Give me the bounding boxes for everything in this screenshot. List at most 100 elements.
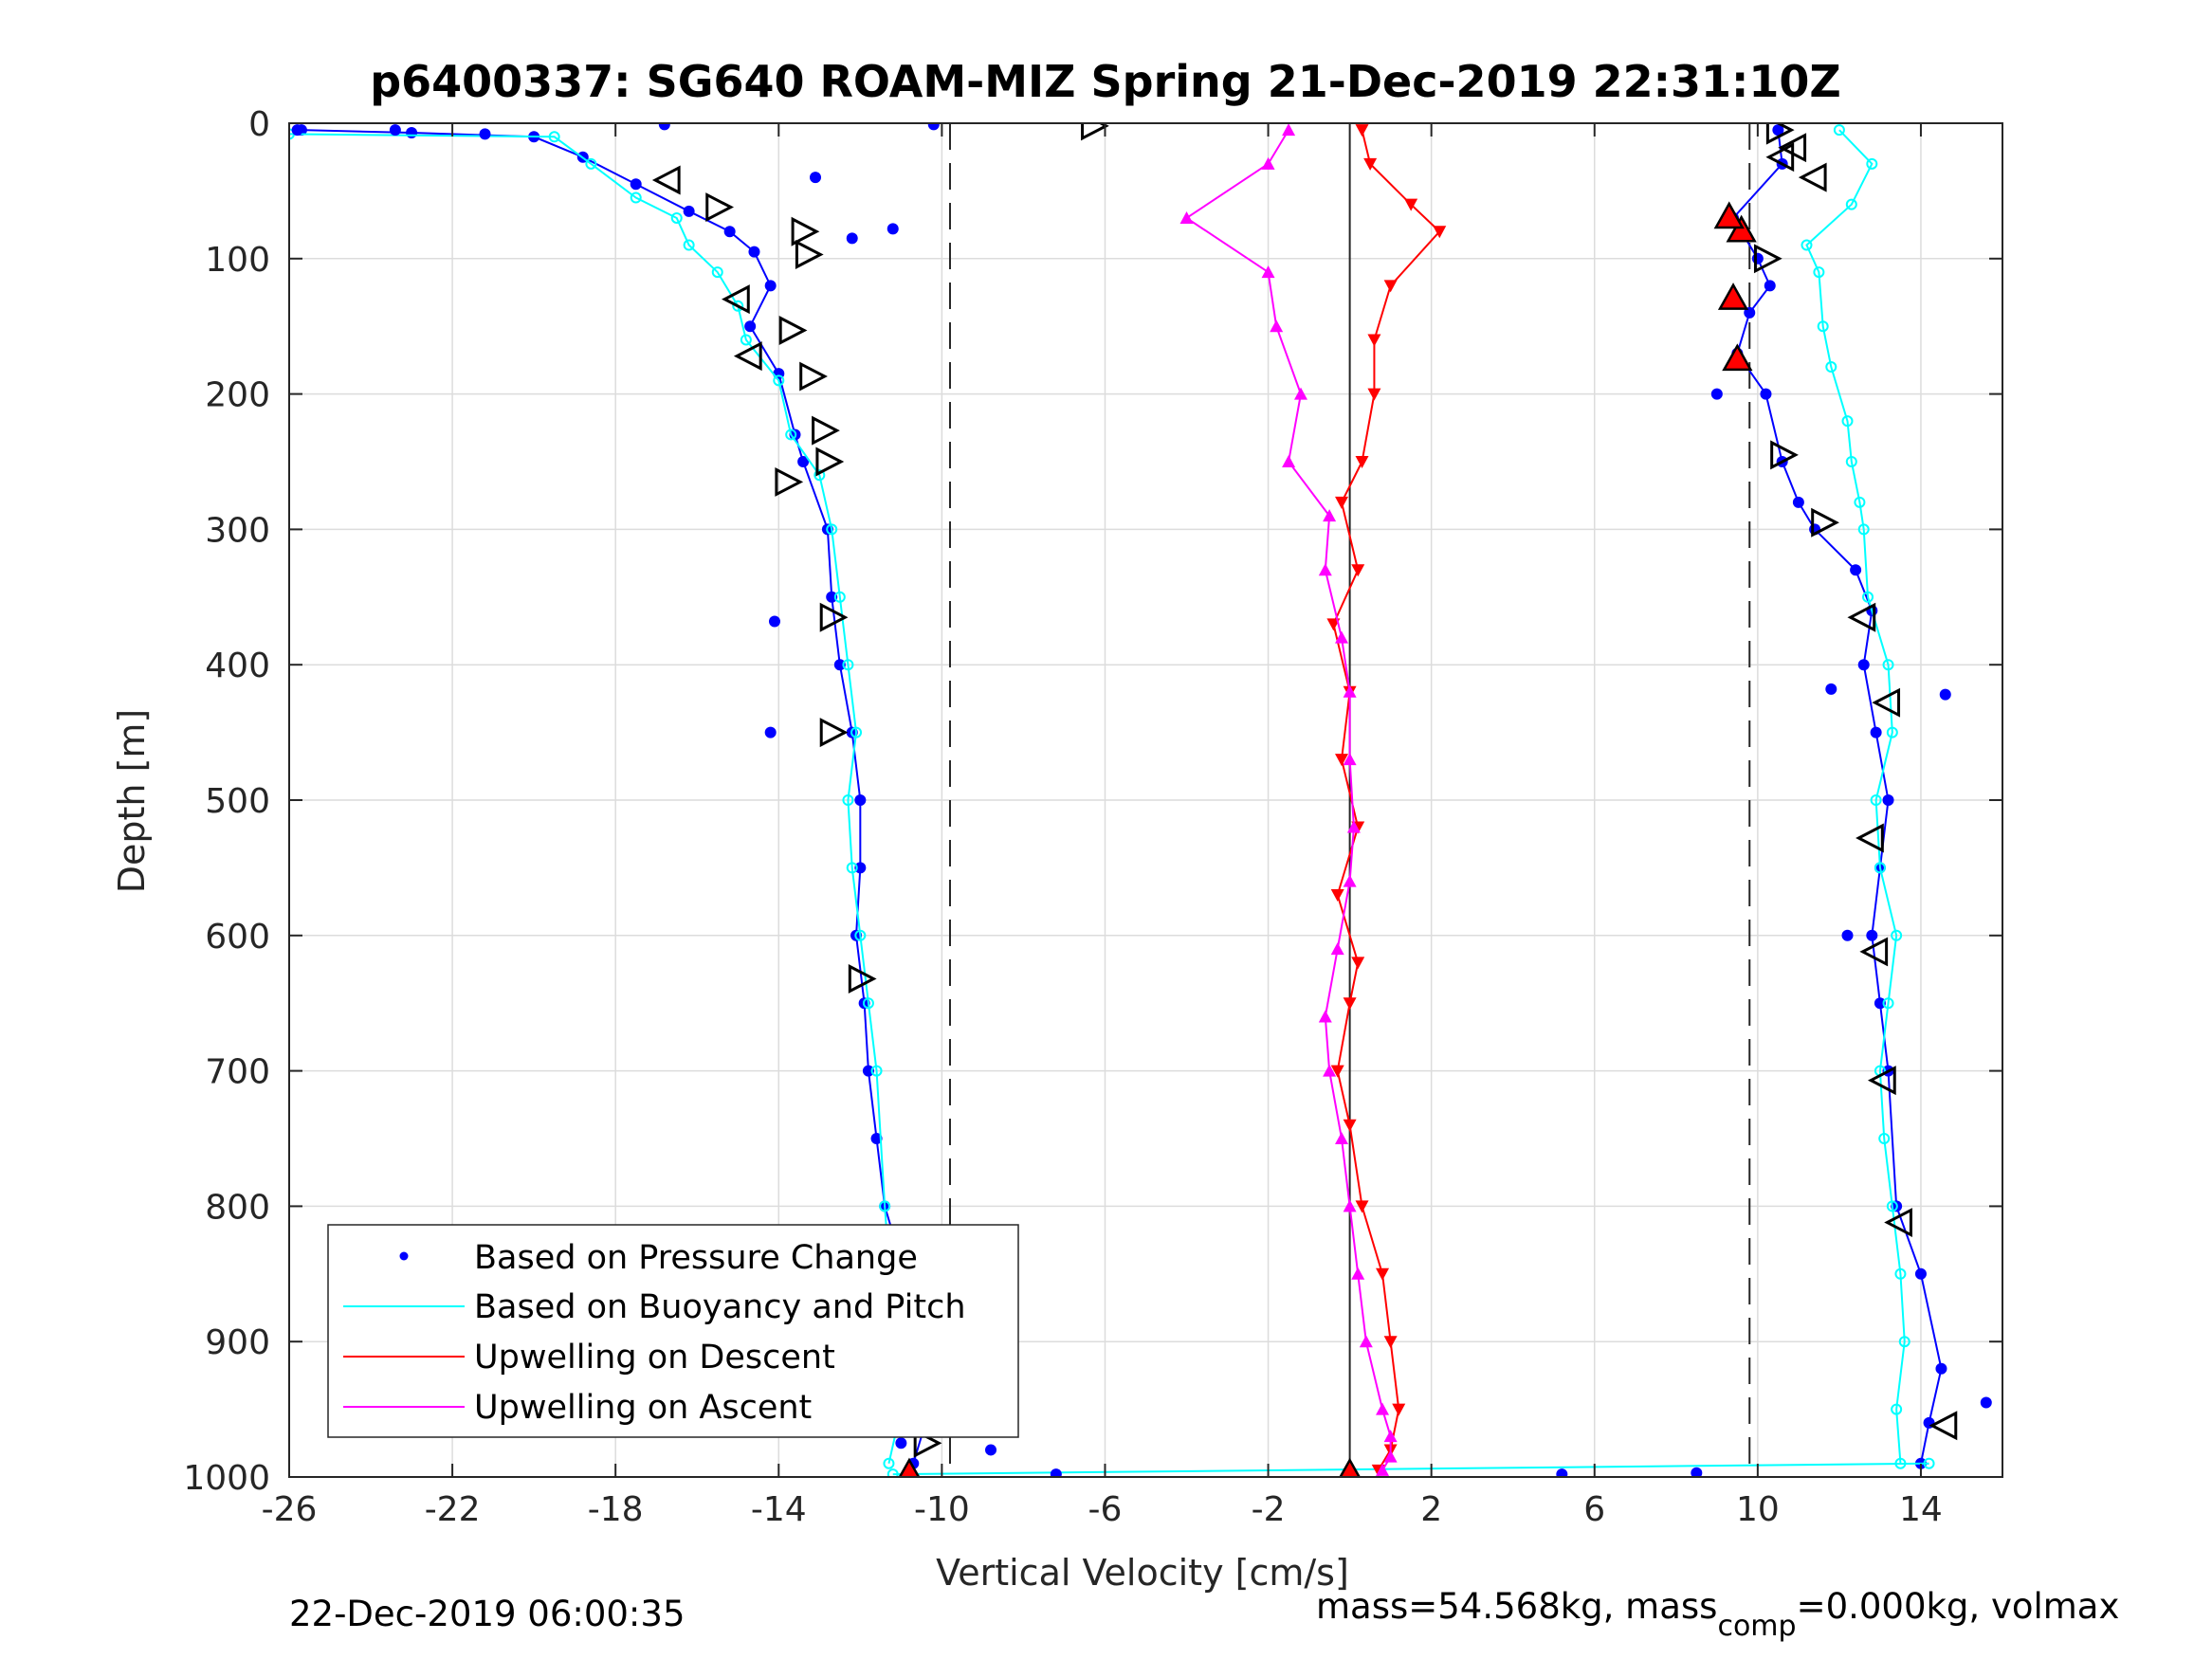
data-point xyxy=(850,726,863,738)
data-point xyxy=(826,523,838,536)
turning-marker-left xyxy=(1859,937,1889,967)
turning-marker-right xyxy=(812,415,840,446)
data-point xyxy=(879,1200,891,1212)
data-point xyxy=(1343,753,1357,766)
data-point xyxy=(854,929,867,941)
data-point xyxy=(887,1468,899,1477)
x-axis-label: Vertical Velocity [cm/s] xyxy=(936,1552,1349,1594)
turning-marker-right xyxy=(1770,440,1799,470)
data-point xyxy=(1894,1267,1907,1280)
outlier-point xyxy=(479,128,491,140)
data-point xyxy=(1330,942,1344,956)
data-point xyxy=(1845,456,1857,467)
data-point xyxy=(1862,591,1874,603)
y-tick-label: 200 xyxy=(205,376,270,415)
data-point xyxy=(1850,564,1862,576)
turning-marker-left xyxy=(1765,142,1795,173)
data-point xyxy=(1392,1403,1406,1416)
pressure-outliers xyxy=(291,123,1992,1477)
data-point xyxy=(1351,1267,1365,1280)
turning-marker-right xyxy=(1753,244,1782,274)
data-point xyxy=(1351,564,1365,577)
y-tick-label: 400 xyxy=(205,647,270,685)
descent-marker xyxy=(1713,201,1745,229)
data-point xyxy=(1330,888,1344,902)
data-point xyxy=(1383,1430,1398,1443)
turning-marker-right xyxy=(795,240,824,269)
data-point xyxy=(1833,124,1845,137)
data-point xyxy=(1854,496,1866,508)
series-line-based-on-pressure-change xyxy=(301,129,927,1465)
data-point xyxy=(1343,1119,1357,1132)
turning-marker-right xyxy=(815,447,845,477)
data-point xyxy=(1355,456,1369,468)
outlier-point xyxy=(1825,683,1837,695)
data-point xyxy=(854,862,867,874)
data-point xyxy=(1343,874,1357,887)
data-point xyxy=(740,334,752,346)
outlier-point xyxy=(1939,688,1951,701)
x-tick-label: 6 xyxy=(1583,1490,1605,1529)
data-point xyxy=(1772,124,1784,137)
data-point xyxy=(1376,1402,1390,1415)
data-point xyxy=(1346,820,1361,833)
data-point xyxy=(1359,1335,1373,1348)
turning-marker-right xyxy=(799,361,828,392)
data-point xyxy=(1764,280,1776,292)
data-point xyxy=(862,997,874,1010)
series-line-based-on-buoyancy-and-pitch xyxy=(892,1462,1929,1476)
data-point xyxy=(1866,157,1878,170)
data-point xyxy=(1870,794,1882,806)
data-point xyxy=(833,659,846,671)
x-tick-label: -14 xyxy=(751,1490,807,1529)
descent-markers xyxy=(898,201,1757,1477)
y-tick-label: 500 xyxy=(205,782,270,821)
data-point xyxy=(1363,157,1378,171)
data-point xyxy=(1282,455,1296,467)
data-point xyxy=(1282,123,1296,137)
x-tick-label: 10 xyxy=(1736,1490,1780,1529)
data-point xyxy=(1179,210,1194,224)
footer-mass-subscript: comp xyxy=(1717,1610,1796,1643)
data-point xyxy=(773,374,785,387)
data-point xyxy=(670,211,683,224)
outlier-point xyxy=(810,172,822,184)
y-tick-label: 600 xyxy=(205,918,270,957)
turning-marker-right xyxy=(819,602,849,632)
data-point xyxy=(1270,319,1284,333)
y-tick-label: 100 xyxy=(205,241,270,280)
data-point xyxy=(630,178,642,191)
outlier-point xyxy=(291,124,303,137)
data-point xyxy=(1891,1403,1903,1415)
y-tick-label: 1000 xyxy=(183,1459,270,1498)
data-point xyxy=(1898,1336,1910,1348)
data-point xyxy=(1874,997,1886,1010)
footer-mass-info: mass=54.568kg, masscomp=0.000kg, volmax xyxy=(1316,1586,2119,1643)
x-tick-label: -2 xyxy=(1252,1490,1286,1529)
data-point xyxy=(1866,929,1878,941)
data-point xyxy=(406,126,418,138)
y-tick-label: 300 xyxy=(205,511,270,550)
axis-ticks: -26 -22 -18 -14 -10 -6 -2 2 6 10 14010020030040050… xyxy=(183,105,2002,1529)
data-point xyxy=(1355,1200,1369,1213)
data-point xyxy=(1404,198,1418,211)
data-point xyxy=(683,239,695,251)
data-point xyxy=(870,1065,883,1077)
data-point xyxy=(1261,156,1275,170)
y-tick-label: 700 xyxy=(205,1053,270,1092)
data-point xyxy=(630,191,642,204)
data-point xyxy=(1383,1336,1398,1349)
turning-marker-left xyxy=(1867,1066,1896,1096)
data-point xyxy=(723,226,736,238)
turning-marker-left xyxy=(1856,823,1884,853)
data-point xyxy=(548,131,560,143)
legend-label-buoyancy: Based on Buoyancy and Pitch xyxy=(474,1288,966,1326)
data-point xyxy=(1817,320,1829,333)
turning-marker-right xyxy=(819,718,849,748)
y-tick-label: 0 xyxy=(248,105,270,144)
turning-marker-left xyxy=(1847,602,1876,632)
x-tick-label: -10 xyxy=(914,1490,970,1529)
data-layer xyxy=(289,123,1992,1477)
data-point xyxy=(1293,387,1307,400)
data-point xyxy=(862,1065,874,1077)
